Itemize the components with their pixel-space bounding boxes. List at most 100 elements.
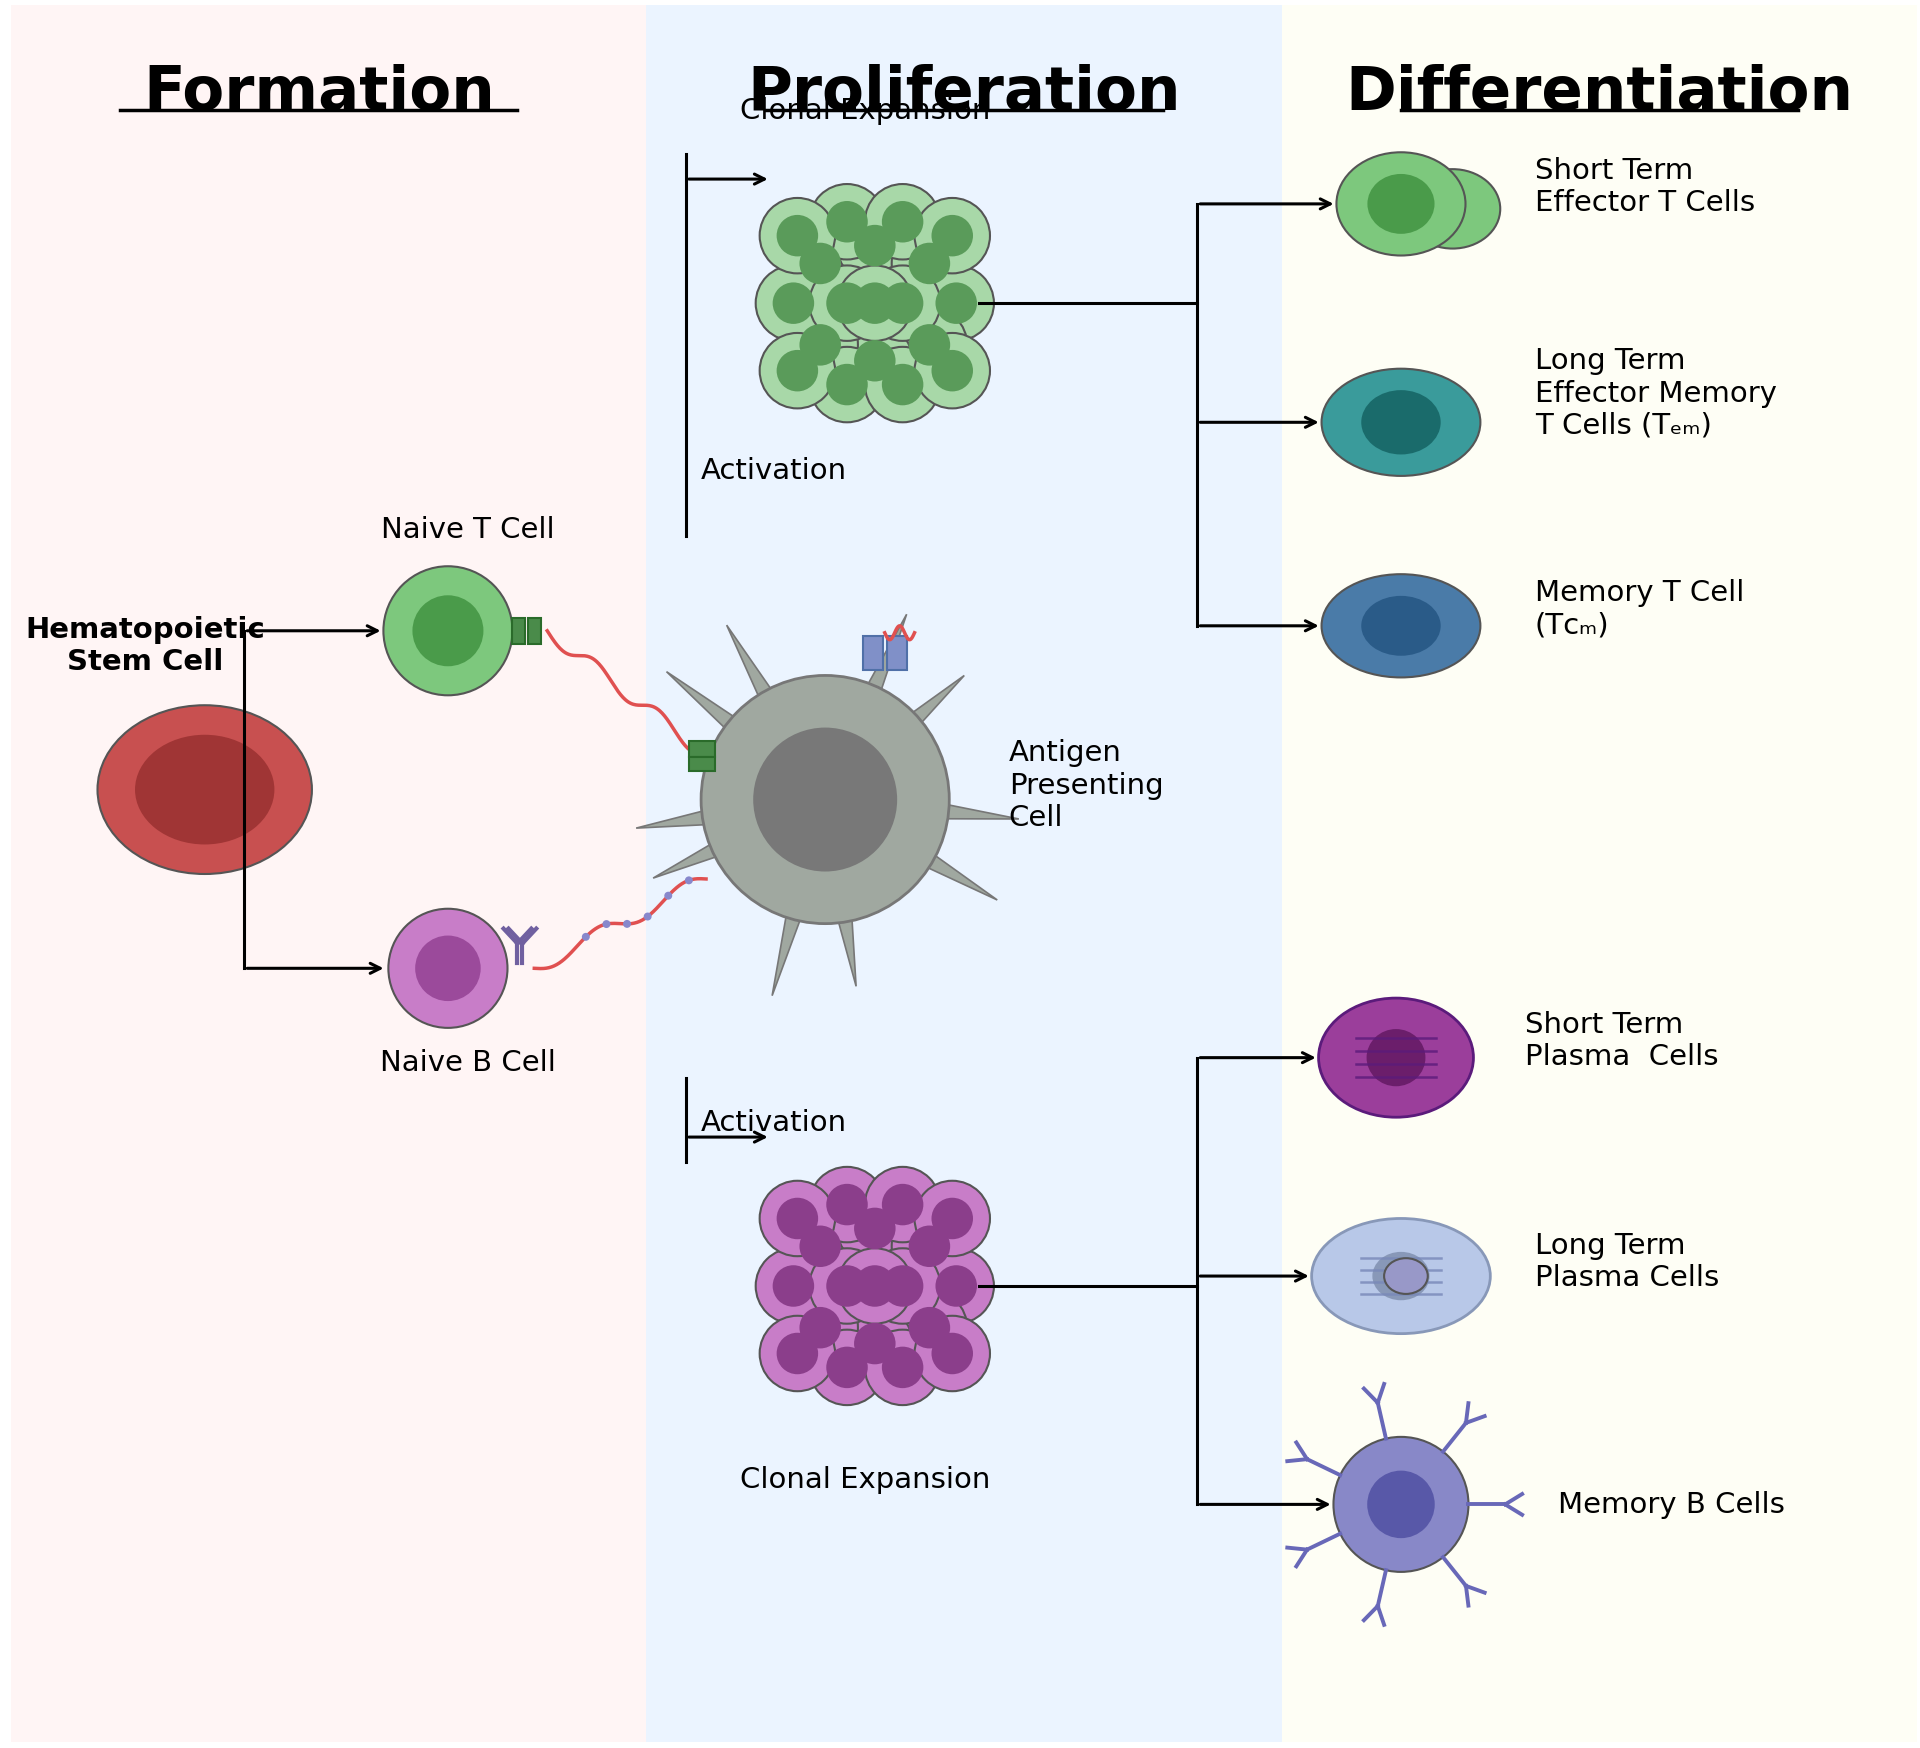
Ellipse shape <box>914 1316 991 1391</box>
Polygon shape <box>900 839 996 900</box>
Text: Long Term
Plasma Cells: Long Term Plasma Cells <box>1534 1231 1718 1292</box>
Ellipse shape <box>1367 1030 1425 1087</box>
Ellipse shape <box>891 1290 968 1365</box>
Text: Clonal Expansion: Clonal Expansion <box>739 98 991 126</box>
Ellipse shape <box>1311 1218 1490 1334</box>
Ellipse shape <box>1384 1259 1428 1294</box>
Ellipse shape <box>1405 170 1500 250</box>
Ellipse shape <box>776 1197 818 1239</box>
Ellipse shape <box>810 266 885 341</box>
Ellipse shape <box>1361 392 1440 454</box>
Text: Antigen
Presenting
Cell: Antigen Presenting Cell <box>1008 739 1164 832</box>
Ellipse shape <box>826 1266 868 1308</box>
Ellipse shape <box>826 365 868 406</box>
Text: Differentiation: Differentiation <box>1346 65 1853 122</box>
Text: Proliferation: Proliferation <box>747 65 1181 122</box>
Ellipse shape <box>826 1183 868 1225</box>
Ellipse shape <box>908 1308 950 1349</box>
Ellipse shape <box>854 1266 895 1308</box>
Polygon shape <box>666 673 758 750</box>
Ellipse shape <box>837 1306 912 1381</box>
Ellipse shape <box>881 283 924 325</box>
Ellipse shape <box>864 1168 941 1243</box>
Ellipse shape <box>891 1210 968 1285</box>
Ellipse shape <box>837 208 912 285</box>
Bar <box>887 636 906 671</box>
Circle shape <box>624 921 632 928</box>
Ellipse shape <box>864 1248 941 1323</box>
Polygon shape <box>889 676 964 746</box>
Ellipse shape <box>1319 998 1473 1117</box>
Ellipse shape <box>854 341 895 383</box>
Ellipse shape <box>891 308 968 383</box>
Ellipse shape <box>881 365 924 406</box>
Ellipse shape <box>413 596 484 668</box>
Ellipse shape <box>864 266 941 341</box>
Ellipse shape <box>854 225 895 267</box>
Circle shape <box>685 877 693 884</box>
Ellipse shape <box>1367 175 1434 234</box>
Circle shape <box>664 891 672 900</box>
Ellipse shape <box>98 706 311 874</box>
Ellipse shape <box>931 1197 973 1239</box>
FancyBboxPatch shape <box>647 7 1283 1741</box>
Ellipse shape <box>914 334 991 409</box>
Ellipse shape <box>760 334 835 409</box>
Ellipse shape <box>826 283 868 325</box>
FancyBboxPatch shape <box>1283 7 1918 1741</box>
Ellipse shape <box>1367 1470 1434 1538</box>
Polygon shape <box>831 890 856 986</box>
Ellipse shape <box>881 1348 924 1388</box>
Polygon shape <box>636 804 735 829</box>
Text: Short Term
Effector T Cells: Short Term Effector T Cells <box>1534 157 1755 217</box>
Ellipse shape <box>935 283 977 325</box>
Ellipse shape <box>776 215 818 257</box>
Ellipse shape <box>810 1248 885 1323</box>
Ellipse shape <box>918 1248 995 1323</box>
Ellipse shape <box>854 1323 895 1365</box>
Ellipse shape <box>826 203 868 243</box>
Polygon shape <box>854 615 906 718</box>
Text: Memory T Cell
(Tᴄₘ): Memory T Cell (Tᴄₘ) <box>1534 579 1745 638</box>
Ellipse shape <box>772 1266 814 1308</box>
Ellipse shape <box>837 1190 912 1266</box>
Ellipse shape <box>756 1248 831 1323</box>
Ellipse shape <box>772 283 814 325</box>
Ellipse shape <box>760 199 835 274</box>
Ellipse shape <box>837 266 912 341</box>
Ellipse shape <box>776 351 818 392</box>
Ellipse shape <box>837 1248 912 1323</box>
Ellipse shape <box>760 1316 835 1391</box>
Ellipse shape <box>415 935 480 1002</box>
Ellipse shape <box>810 185 885 260</box>
Bar <box>689 757 714 771</box>
Text: Clonal Expansion: Clonal Expansion <box>739 1465 991 1493</box>
Ellipse shape <box>753 729 897 872</box>
Ellipse shape <box>1334 1437 1469 1571</box>
Ellipse shape <box>1321 575 1480 678</box>
Ellipse shape <box>783 1210 858 1285</box>
Text: Formation: Formation <box>142 65 495 122</box>
Ellipse shape <box>810 1168 885 1243</box>
Ellipse shape <box>783 1290 858 1365</box>
Ellipse shape <box>881 1183 924 1225</box>
Ellipse shape <box>783 227 858 302</box>
Circle shape <box>603 921 611 928</box>
Ellipse shape <box>931 1334 973 1374</box>
Text: Long Term
Effector Memory
T Cells (Tₑₘ): Long Term Effector Memory T Cells (Tₑₘ) <box>1534 346 1778 440</box>
Circle shape <box>643 912 651 921</box>
Ellipse shape <box>891 227 968 302</box>
Ellipse shape <box>881 203 924 243</box>
Ellipse shape <box>134 736 275 844</box>
Ellipse shape <box>854 1208 895 1250</box>
Text: Activation: Activation <box>701 456 847 484</box>
FancyBboxPatch shape <box>12 7 647 1741</box>
Ellipse shape <box>756 266 831 341</box>
Text: Memory B Cells: Memory B Cells <box>1557 1491 1786 1519</box>
Ellipse shape <box>826 1348 868 1388</box>
Ellipse shape <box>1321 369 1480 477</box>
Ellipse shape <box>799 1308 841 1349</box>
Ellipse shape <box>908 243 950 285</box>
Ellipse shape <box>799 325 841 367</box>
Ellipse shape <box>881 1266 924 1308</box>
